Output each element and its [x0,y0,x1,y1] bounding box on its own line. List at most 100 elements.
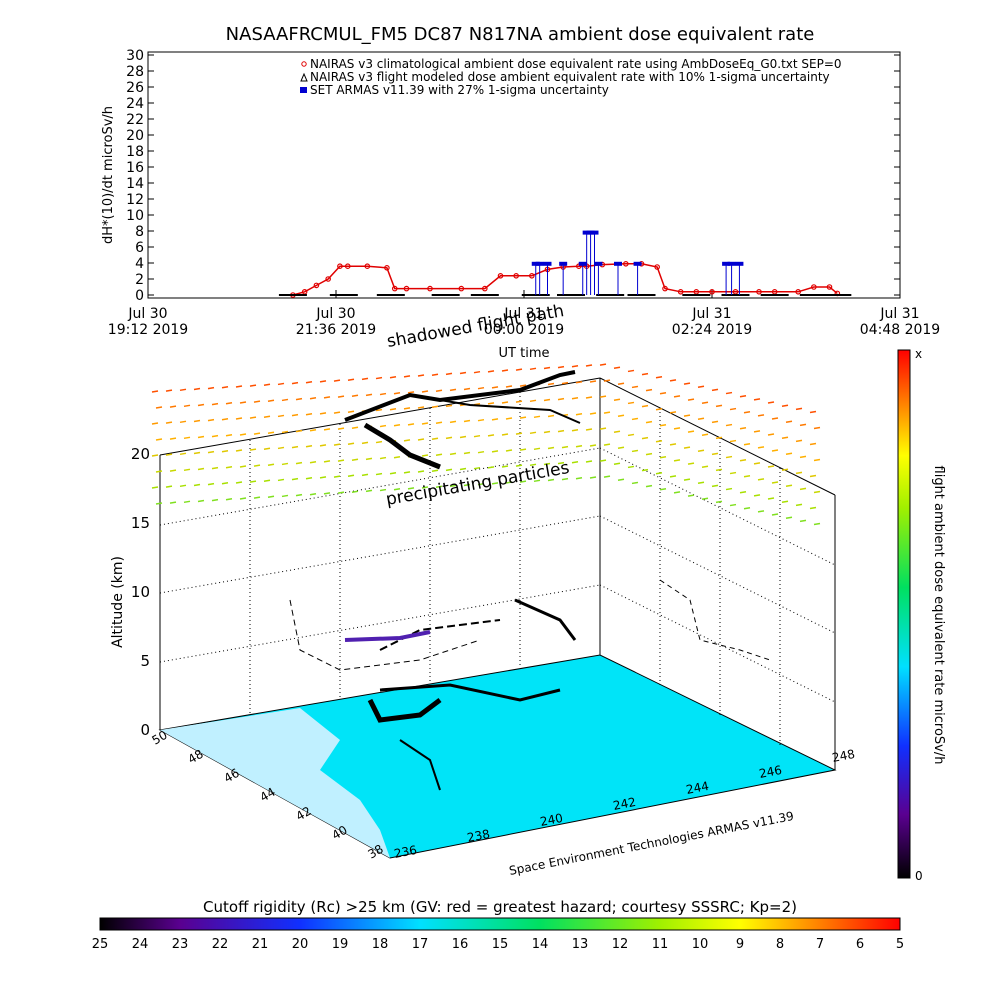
particle-mark [375,440,383,444]
particle-mark [239,497,247,500]
particle-mark [617,414,625,418]
particle-mark [687,494,695,497]
particle-mark [225,402,233,405]
particle-mark [645,484,653,488]
particle-mark [179,388,187,392]
colorbar-bottom-tick-label: 20 [292,937,309,952]
particle-mark [221,450,229,453]
particle-mark [305,445,313,448]
particle-mark [669,379,677,382]
particle-mark [617,382,625,386]
colorbar-bottom-tick-label: 13 [572,937,589,952]
y-tick-label: 28 [126,64,144,80]
particle-mark [491,418,499,421]
particle-mark [795,407,803,411]
particle-mark [235,481,243,484]
particle-mark [403,407,411,410]
particle-mark [379,488,387,492]
particle-mark [183,500,191,504]
colorbar-bottom-tick-label: 11 [652,937,669,952]
particle-mark [529,399,537,403]
longitude-tick-label: 248 [831,747,856,765]
colorbar-bottom-tick-label: 7 [816,937,824,952]
series-layer [278,230,852,298]
particle-mark [631,385,639,389]
particle-mark [739,458,747,462]
particle-mark [701,433,709,436]
particle-mark [571,365,579,368]
particle-mark [291,413,299,417]
particle-mark [389,471,397,475]
y-tick-label: 16 [126,160,144,176]
particle-mark [253,432,261,435]
particle-mark [281,430,289,434]
particle-mark [781,404,789,407]
particle-mark [697,385,705,388]
particle-mark [365,489,373,493]
particle-mark [463,387,471,391]
colorbar-bottom-tick-label: 22 [212,937,229,952]
particle-mark [617,446,625,450]
particle-mark [151,422,159,425]
particle-mark [575,381,583,384]
colorbar-bottom-tick-label: 25 [92,937,109,952]
particle-mark [785,516,793,519]
particle-mark [165,485,173,488]
x-tick-label: Jul 31 [691,306,731,322]
particle-mark [813,426,821,430]
particle-mark [585,428,593,431]
grid-lines [159,392,836,745]
particle-mark [277,414,285,418]
particle-mark [683,414,691,417]
particle-mark [571,397,579,400]
particle-mark [575,477,583,480]
particle-mark [711,484,719,488]
particle-mark [277,446,285,450]
colorbar-bottom-tick-label: 10 [692,937,709,952]
particle-mark [459,435,467,439]
particle-mark [603,443,611,446]
particle-mark [655,376,663,379]
colorbar-right-top-label: x [915,347,922,361]
y-tick-label: 20 [126,128,144,144]
particle-mark [501,433,509,436]
y-tick-label: 2 [135,272,144,288]
particle-mark [659,488,667,491]
particle-mark [767,497,775,500]
particle-mark [211,434,219,438]
x-tick-label: Jul 31 [503,306,543,322]
particle-mark [613,366,621,370]
particle-mark [417,374,425,377]
particle-mark [491,386,499,389]
particle-mark [431,373,439,376]
particle-mark [277,382,285,386]
particle-mark [449,484,457,488]
point-nairas-climatological [529,272,535,279]
particle-mark [683,382,691,385]
particle-mark [305,413,313,416]
particle-mark [379,424,387,428]
point-nairas-climatological [337,263,343,270]
particle-mark [323,460,331,463]
colorbar-bottom-ticks: 25 24 23 22 21 20 19 18 17 16 15 14 13 12 11 10 9 8 7 6 5 [92,937,904,952]
particle-mark [417,470,425,473]
particle-mark [519,416,527,419]
colorbar-right [897,349,911,879]
wall-edge [599,377,836,496]
particle-mark [543,398,551,402]
particle-mark [477,418,485,422]
colorbar-bottom-tick-label: 5 [896,937,904,952]
particle-mark [379,392,387,396]
altitude-axis: 0 5 10 15 20 [131,445,150,739]
particle-mark [393,487,401,491]
particle-mark [515,464,523,467]
point-nairas-climatological [313,282,320,289]
x-tick-label: 02:24 2019 [672,322,752,338]
particle-mark [211,466,219,470]
particle-mark [155,438,163,441]
particle-mark [267,463,275,467]
particle-mark [547,446,555,450]
particle-mark [179,452,187,456]
particle-mark [701,401,709,404]
particle-mark [435,389,443,392]
